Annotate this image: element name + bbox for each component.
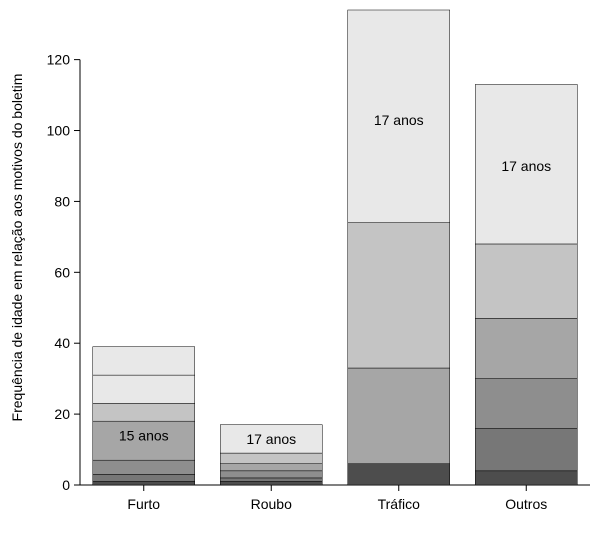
chart-container: 0 20 40 60 80 100 120 Frequência de idade em re… xyxy=(0,0,606,541)
bar-segment xyxy=(93,481,195,485)
bar-segment xyxy=(475,379,577,429)
bar-segment xyxy=(475,471,577,485)
bar-segment xyxy=(348,223,450,368)
bar-segment xyxy=(220,478,322,482)
bar-segment xyxy=(475,428,577,471)
x-tick-label: Roubo xyxy=(251,496,292,512)
bar-segment xyxy=(93,474,195,481)
bar-segment xyxy=(93,460,195,474)
bar-segment xyxy=(348,368,450,464)
y-tick-label: 40 xyxy=(54,335,70,351)
bar-annotation: 17 anos xyxy=(374,112,424,128)
bar-segment xyxy=(93,375,195,403)
bar-segment xyxy=(220,481,322,485)
bar-segment xyxy=(220,471,322,478)
y-tick-label: 100 xyxy=(47,123,71,139)
bar-annotation: 17 anos xyxy=(501,158,551,174)
stacked-bar-chart: 0 20 40 60 80 100 120 Frequência de idade em re… xyxy=(0,0,606,541)
y-axis-label: Frequência de idade em relação aos motiv… xyxy=(9,74,25,422)
x-tick-label: Furto xyxy=(127,496,160,512)
x-tick-label: Tráfico xyxy=(378,496,420,512)
bar-segment xyxy=(348,464,450,485)
y-tick-label: 0 xyxy=(62,477,70,493)
x-tick-label: Outros xyxy=(505,496,547,512)
bar-segment xyxy=(220,453,322,464)
bar-segment xyxy=(93,347,195,375)
y-tick-label: 120 xyxy=(47,52,71,68)
bar-annotation: 17 anos xyxy=(246,431,296,447)
bar-segment xyxy=(220,464,322,471)
bar-annotation: 15 anos xyxy=(119,427,169,443)
bar-segment xyxy=(93,403,195,421)
y-tick-label: 60 xyxy=(54,264,70,280)
y-tick-label: 20 xyxy=(54,406,70,422)
y-tick-label: 80 xyxy=(54,193,70,209)
bar-segment xyxy=(475,244,577,318)
bar-segment xyxy=(475,318,577,378)
